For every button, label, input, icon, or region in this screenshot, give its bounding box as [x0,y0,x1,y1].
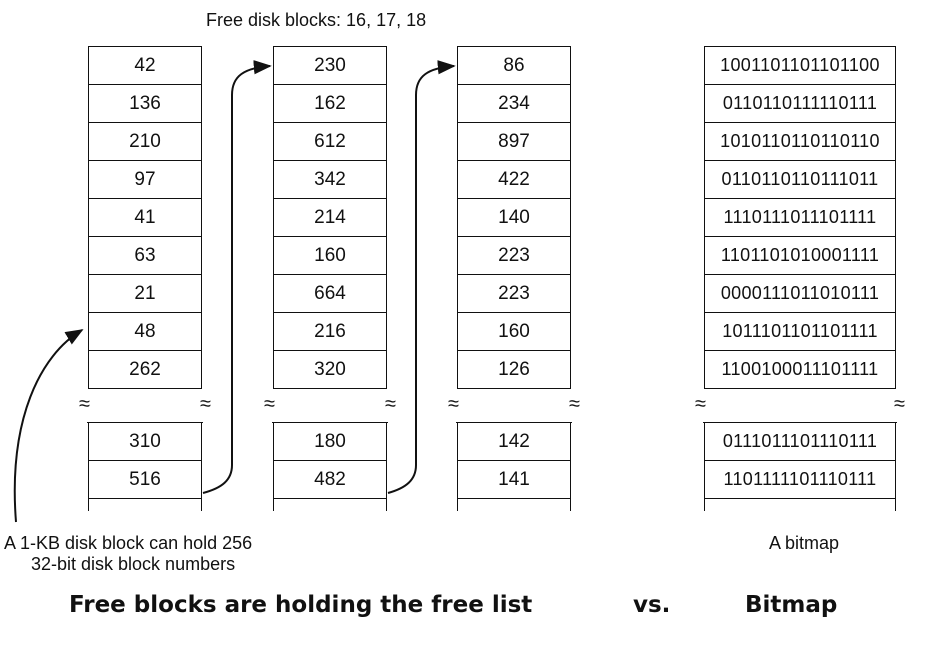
break-symbol: ≈ [79,393,90,415]
free-list-block-3-entry: 897 [458,123,570,161]
bitmap-row-entry: 0110110110111011 [705,161,895,199]
bitmap-caption: A bitmap [769,533,840,553]
free-list-block-2-entry: 230 [274,47,386,85]
free-list-block-3-entry: 223 [458,275,570,313]
break-symbol: ≈ [385,393,396,415]
annotation-line-2: 32-bit disk block numbers [31,554,236,574]
free-blocks-header: Free disk blocks: 16, 17, 18 [206,10,427,30]
bitmap-block: 1001101101101100 0110110111110111 10101101… [695,46,905,511]
free-list-block-3-entry: 126 [458,351,570,389]
bitmap-row-entry: 1101111101110111 [705,461,895,499]
break-symbol: ≈ [448,393,459,415]
free-list-block-3-entry: 141 [458,461,570,499]
bitmap-row-entry: 1110111011101111 [705,199,895,237]
free-list-block-2-entry: 214 [274,199,386,237]
free-list-block-3-entry: 160 [458,313,570,351]
free-list-block-2-entry: 664 [274,275,386,313]
free-list-block-2-entry: 342 [274,161,386,199]
free-list-block-1-entry: 63 [89,237,201,275]
bitmap-row-entry: 1010110110110110 [705,123,895,161]
free-list-block-2-entry: 612 [274,123,386,161]
free-list-block-2-entry: 160 [274,237,386,275]
free-list-block-3-entry: 422 [458,161,570,199]
free-list-block-3-entry: 223 [458,237,570,275]
footer-vs: vs. [633,592,671,618]
bitmap-row-entry: 0111011101110111 [705,423,895,461]
annotation-line-1: A 1-KB disk block can hold 256 [4,533,253,553]
free-list-block-1-entry: 42 [89,47,201,85]
free-list-block-2-entry: 162 [274,85,386,123]
break-symbol: ≈ [894,393,905,415]
bitmap-row-entry: 0110110111110111 [705,85,895,123]
arrow-block-2-to-block-3 [387,60,456,494]
free-list-block-3-entry: 234 [458,85,570,123]
free-list-block-2-omitted-gap [272,389,388,423]
free-list-block-1-entry: 210 [89,123,201,161]
free-list-block-3-entry: 86 [458,47,570,85]
free-list-block-1-entry: 97 [89,161,201,199]
free-list-block-2-entry: 180 [274,423,386,461]
free-list-block-2-entry: 482 [274,461,386,499]
free-list-block-1-omitted-gap [87,389,203,423]
free-list-block-1-entry: 136 [89,85,201,123]
free-list-block-1-entry: 21 [89,275,201,313]
free-list-block-3-entry: 142 [458,423,570,461]
arrow-annotation-to-block-1 [13,329,84,523]
bitmap-row-entry: 1001101101101100 [705,47,895,85]
break-symbol: ≈ [695,393,706,415]
bitmap-row-entry: 1101101010001111 [705,237,895,275]
free-list-block-1-entry: 41 [89,199,201,237]
free-list-block-3-omitted-gap [456,389,572,423]
free-list-block-1-entry: 262 [89,351,201,389]
free-list-block-1: 42 136 210 97 41 63 21 48 262 ≈ ≈310 516 [79,46,211,511]
free-list-block-1-entry: 310 [89,423,201,461]
free-list-block-2: 230 162 612 342 214 160 664 216 320 ≈ ≈180 482 [264,46,396,511]
bitmap-row-entry: 1100100011101111 [705,351,895,389]
bitmap-row-entry: 1011101101101111 [705,313,895,351]
free-list-block-3: 86 234 897 422 140 223 223 160 126 ≈ ≈142 141 [448,46,580,511]
arrow-block-1-to-block-2 [202,60,272,494]
bitmap-row-entry: 0000111011010111 [705,275,895,313]
free-list-block-1-entry: 516 [89,461,201,499]
footer-bitmap-title: Bitmap [745,592,838,618]
free-list-block-1-entry: 48 [89,313,201,351]
bitmap-row-omitted-gap [703,389,897,423]
break-symbol: ≈ [569,393,580,415]
break-symbol: ≈ [264,393,275,415]
footer-free-list-title: Free blocks are holding the free list [69,592,533,618]
free-list-block-2-entry: 216 [274,313,386,351]
free-list-block-3-entry: 140 [458,199,570,237]
free-list-block-2-entry: 320 [274,351,386,389]
break-symbol: ≈ [200,393,211,415]
